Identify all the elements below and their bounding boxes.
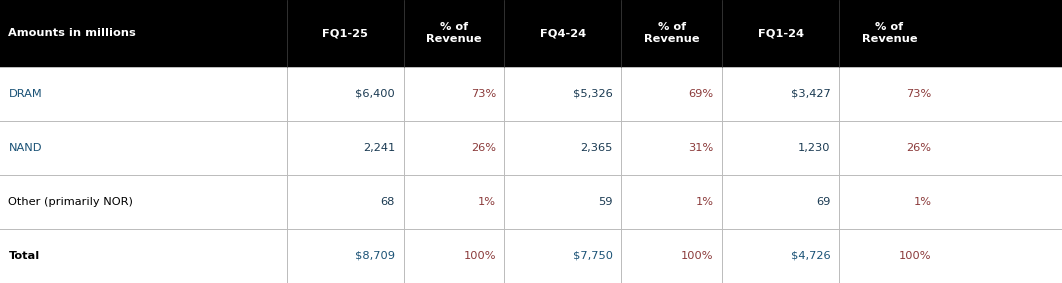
Text: $8,709: $8,709 — [355, 251, 395, 261]
Bar — [0, 175, 1062, 229]
Text: 69: 69 — [816, 197, 830, 207]
Text: Total: Total — [8, 251, 39, 261]
Text: FQ4-24: FQ4-24 — [539, 28, 586, 38]
Bar — [0, 67, 1062, 121]
Text: 2,241: 2,241 — [363, 143, 395, 153]
Text: 59: 59 — [598, 197, 613, 207]
Text: 100%: 100% — [463, 251, 496, 261]
Text: NAND: NAND — [8, 143, 42, 153]
Text: 2,365: 2,365 — [581, 143, 613, 153]
Text: $3,427: $3,427 — [791, 89, 830, 98]
Text: Amounts in millions: Amounts in millions — [8, 28, 136, 38]
Text: $5,326: $5,326 — [573, 89, 613, 98]
Text: $6,400: $6,400 — [356, 89, 395, 98]
Text: 1,230: 1,230 — [798, 143, 830, 153]
Text: % of
Revenue: % of Revenue — [644, 22, 700, 44]
Text: % of
Revenue: % of Revenue — [861, 22, 918, 44]
Text: 1%: 1% — [696, 197, 714, 207]
Text: $4,726: $4,726 — [791, 251, 830, 261]
Text: FQ1-24: FQ1-24 — [757, 28, 804, 38]
Text: Other (primarily NOR): Other (primarily NOR) — [8, 197, 134, 207]
Text: % of
Revenue: % of Revenue — [426, 22, 482, 44]
Text: 69%: 69% — [688, 89, 714, 98]
Text: FQ1-25: FQ1-25 — [322, 28, 369, 38]
Text: $7,750: $7,750 — [572, 251, 613, 261]
Text: 26%: 26% — [470, 143, 496, 153]
Text: 1%: 1% — [478, 197, 496, 207]
Bar — [0, 229, 1062, 283]
Text: 31%: 31% — [688, 143, 714, 153]
Bar — [0, 0, 1062, 67]
Text: 73%: 73% — [470, 89, 496, 98]
Text: 73%: 73% — [906, 89, 931, 98]
Text: DRAM: DRAM — [8, 89, 42, 98]
Text: 26%: 26% — [906, 143, 931, 153]
Text: 100%: 100% — [681, 251, 714, 261]
Text: 68: 68 — [380, 197, 395, 207]
Text: 1%: 1% — [913, 197, 931, 207]
Bar — [0, 121, 1062, 175]
Text: 100%: 100% — [898, 251, 931, 261]
